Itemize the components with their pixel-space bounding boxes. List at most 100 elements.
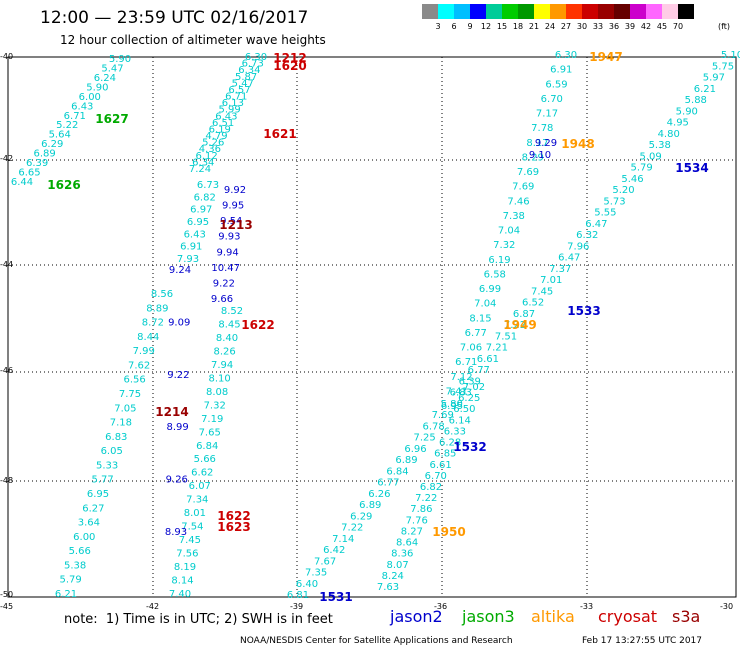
wave-height-value: 6.61 <box>477 354 499 365</box>
wave-height-value: 9.93 <box>218 232 240 243</box>
legend-swatch <box>630 4 646 19</box>
wave-height-value: 6.43 <box>71 101 93 112</box>
wave-height-value: 6.89 <box>395 455 417 466</box>
wave-height-value: 6.32 <box>576 230 598 241</box>
wave-height-value: 7.69 <box>517 167 539 178</box>
wave-height-value: 6.29 <box>350 511 372 522</box>
pass-time-label: 1213 <box>219 218 252 232</box>
wave-height-value: 7.38 <box>503 211 525 222</box>
wave-height-value: 7.02 <box>463 382 485 393</box>
wave-height-value: 6.05 <box>101 446 123 457</box>
wave-height-value: 9.22 <box>213 278 235 289</box>
wave-height-value: 7.18 <box>110 418 132 429</box>
legend-swatch <box>438 4 454 19</box>
wave-height-value: 5.99 <box>218 105 240 116</box>
wave-height-value: 6.26 <box>368 489 390 500</box>
wave-height-value: 9.66 <box>211 294 233 305</box>
wave-height-value: 8.26 <box>213 346 235 357</box>
pass-time-label: 1626 <box>47 178 80 192</box>
plot-frame <box>7 56 737 598</box>
wave-height-value: 6.70 <box>541 94 563 105</box>
wave-height-value: 6.85 <box>434 449 456 460</box>
pass-time-label: 1212 <box>273 51 306 65</box>
footer-credit: NOAA/NESDIS Center for Satellite Applica… <box>240 636 513 646</box>
wave-height-value: 8.40 <box>216 333 238 344</box>
wave-height-value: 6.95 <box>87 489 109 500</box>
wave-height-value: 6.77 <box>377 478 399 489</box>
wave-height-value: 6.70 <box>425 471 447 482</box>
wave-height-value: 5.46 <box>621 174 643 185</box>
legend-label: 30 <box>576 22 588 31</box>
pass-time-label: 1949 <box>503 318 536 332</box>
wave-height-value: 6.87 <box>513 309 535 320</box>
wave-height-value: 5.66 <box>194 454 216 465</box>
wave-height-value: 5.77 <box>91 475 113 486</box>
wave-height-value: 8.01 <box>184 508 206 519</box>
pass-time-label: 1947 <box>589 50 622 64</box>
pass-time-label: 1532 <box>453 440 486 454</box>
wave-height-value: 5.26 <box>202 138 224 149</box>
wave-height-value: 4.95 <box>667 118 689 129</box>
wave-height-value: 6.97 <box>190 205 212 216</box>
y-tick-label: -44 <box>0 260 14 269</box>
wave-height-value: 8.29 <box>522 152 544 163</box>
wave-height-value: 6.47 <box>585 219 607 230</box>
legend-swatch <box>534 4 550 19</box>
legend-label: 39 <box>624 22 636 31</box>
wave-height-value: 6.89 <box>33 149 55 160</box>
wave-height-value: 6.82 <box>194 192 216 203</box>
legend-swatch <box>518 4 534 19</box>
legend-label: 33 <box>592 22 604 31</box>
legend-swatch <box>662 4 678 19</box>
legend-label: 36 <box>608 22 620 31</box>
wave-height-value: 6.21 <box>694 84 716 95</box>
note-text: note: 1) Time is in UTC; 2) SWH is in fe… <box>64 612 333 627</box>
wave-height-value: 8.72 <box>142 318 164 329</box>
wave-height-value: 9.29 <box>535 138 557 149</box>
legend-label: 45 <box>656 22 668 31</box>
wave-height-value: 8.44 <box>137 332 159 343</box>
wave-height-value: 9.95 <box>222 201 244 212</box>
wave-height-value: 6.71 <box>455 357 477 368</box>
wave-height-value: 4.79 <box>205 131 227 142</box>
satellite-label-s3a: s3a <box>672 607 701 626</box>
wave-height-value: 7.04 <box>498 226 520 237</box>
wave-height-value: 6.40 <box>296 579 318 590</box>
legend-swatch <box>598 4 614 19</box>
wave-height-value: 6.89 <box>359 500 381 511</box>
pass-time-label: 1533 <box>567 304 600 318</box>
pass-time-label: 1622 <box>241 318 274 332</box>
wave-height-value: 6.39 <box>459 376 481 387</box>
wave-height-value: 7.65 <box>199 427 221 438</box>
wave-height-value: 6.13 <box>222 98 244 109</box>
wave-height-value: 6.56 <box>123 375 145 386</box>
wave-height-value: 6.12 <box>195 151 217 162</box>
wave-height-value: 6.77 <box>468 365 490 376</box>
wave-height-value: 7.06 <box>460 343 482 354</box>
wave-height-value: 8.19 <box>174 562 196 573</box>
wave-height-value: 7.75 <box>119 389 141 400</box>
wave-height-value: 7.37 <box>549 264 571 275</box>
wave-height-value: 7.04 <box>474 299 496 310</box>
satellite-label-jason2: jason2 <box>390 607 443 626</box>
wave-height-value: 7.22 <box>504 320 526 331</box>
wave-height-value: 6.52 <box>522 298 544 309</box>
pass-time-label: 1948 <box>561 137 594 151</box>
satellite-label-cryosat: cryosat <box>598 607 658 626</box>
wave-height-value: 6.83 <box>105 432 127 443</box>
wave-height-value: 6.34 <box>238 65 260 76</box>
wave-height-value: 6.57 <box>228 85 250 96</box>
wave-height-value: 9.24 <box>169 265 191 276</box>
pass-time-label: 1622 <box>217 509 250 523</box>
wave-height-value: 6.83 <box>450 388 472 399</box>
wave-height-value: 6.99 <box>479 284 501 295</box>
wave-height-value: 6.81 <box>287 590 309 601</box>
legend-label: 21 <box>528 22 540 31</box>
satellite-label-altika: altika <box>531 607 575 626</box>
wave-height-value: 6.27 <box>82 503 104 514</box>
legend-label: 18 <box>512 22 524 31</box>
wave-height-value: 6.91 <box>180 242 202 253</box>
wave-height-value: 9.54 <box>220 216 242 227</box>
wave-height-value: 5.47 <box>232 78 254 89</box>
